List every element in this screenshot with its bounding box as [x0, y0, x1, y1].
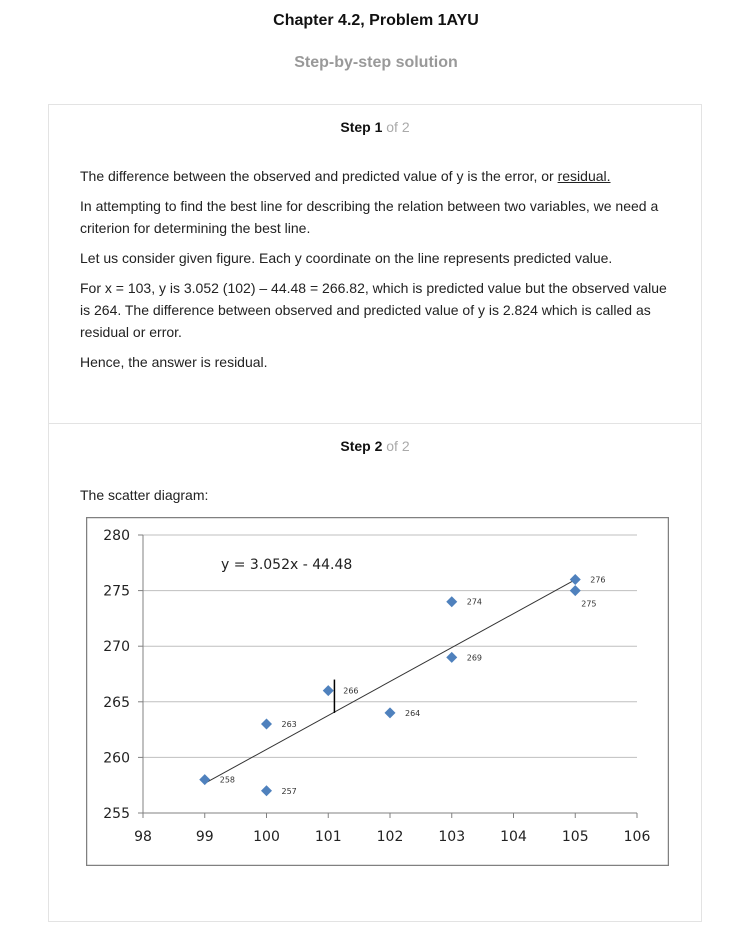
trendline	[204, 579, 576, 784]
step-1-count: of 2	[382, 119, 410, 135]
y-tick-label: 265	[103, 695, 130, 711]
step-2-label: Step 2	[340, 438, 383, 454]
x-tick-label: 102	[377, 829, 404, 845]
x-tick-label: 106	[624, 829, 651, 845]
x-tick-label: 99	[196, 829, 214, 845]
data-point	[261, 718, 272, 730]
step-1-paragraph-5: Hence, the answer is residual.	[80, 354, 268, 370]
point-label: 275	[581, 600, 596, 609]
point-label: 257	[282, 787, 297, 796]
data-point	[569, 585, 581, 597]
residual-link[interactable]: residual.	[557, 168, 611, 184]
equation-label: y = 3.052x - 44.48	[221, 557, 352, 573]
step-1-card: Step 1 of 2 The difference between the o…	[48, 104, 702, 424]
scatter-chart: 255 260 265 270 275 280 98 99 100 101 102 103 104 105…	[86, 517, 669, 866]
y-tick-label: 280	[103, 528, 130, 544]
point-label: 264	[405, 709, 420, 718]
x-tick-label: 98	[134, 829, 152, 845]
x-tick-label: 103	[438, 829, 465, 845]
step-1-body: The difference between the observed and …	[80, 165, 680, 381]
x-tick-label: 105	[562, 829, 589, 845]
y-tick-label: 275	[103, 584, 130, 600]
step-1-p1-text: The difference between the observed and …	[80, 168, 558, 184]
step-2-header: Step 2 of 2	[49, 438, 701, 454]
point-label: 258	[220, 776, 235, 785]
page-title: Chapter 4.2, Problem 1AYU	[273, 12, 479, 29]
x-tick-label: 100	[253, 829, 280, 845]
step-1-label: Step 1	[340, 119, 383, 135]
y-tick-label: 270	[103, 639, 130, 655]
step-1-paragraph-3: Let us consider given figure. Each y coo…	[80, 250, 613, 266]
step-1-paragraph-2: In attempting to find the best line for …	[80, 198, 659, 236]
x-tick-label: 104	[500, 829, 527, 845]
step-1-paragraph-1: The difference between the observed and …	[80, 165, 680, 187]
data-point	[199, 774, 211, 786]
point-label: 266	[343, 687, 358, 696]
step-2-intro: The scatter diagram:	[80, 487, 209, 503]
point-label: 269	[467, 653, 482, 662]
x-tick-label: 101	[315, 829, 342, 845]
data-point	[569, 573, 581, 585]
step-1-header: Step 1 of 2	[49, 119, 701, 135]
data-point	[446, 651, 458, 663]
y-tick-label: 260	[103, 750, 130, 766]
data-point	[384, 707, 396, 719]
point-label: 276	[590, 575, 605, 584]
step-1-paragraph-4: For x = 103, y is 3.052 (102) – 44.48 = …	[80, 280, 667, 340]
data-point	[322, 685, 334, 697]
solution-subtitle: Step-by-step solution	[294, 54, 458, 71]
step-2-count: of 2	[382, 438, 410, 454]
point-label: 274	[467, 598, 482, 607]
data-point	[261, 785, 272, 797]
y-tick-label: 255	[103, 806, 130, 822]
chart-frame	[86, 517, 669, 866]
data-point	[446, 596, 458, 608]
point-label: 263	[282, 720, 297, 729]
